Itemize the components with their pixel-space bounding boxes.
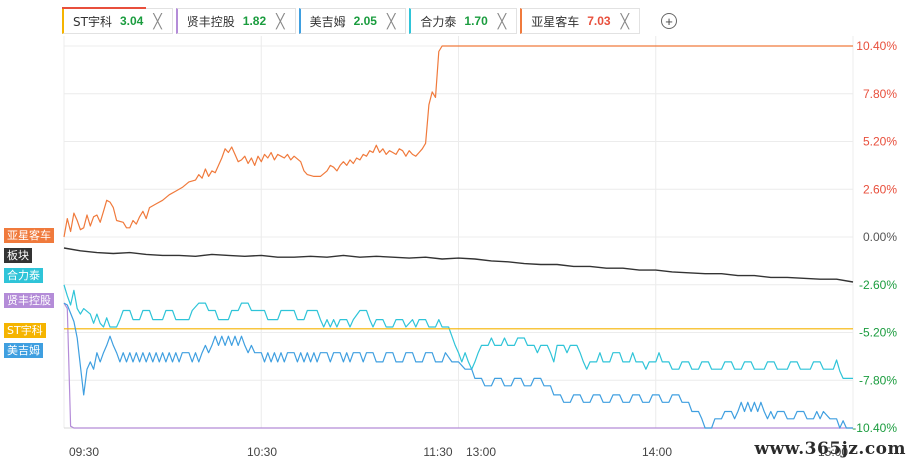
series-line — [63, 247, 854, 283]
stock-tab-value: 1.82 — [242, 14, 267, 28]
x-tick-label: 09:30 — [69, 445, 99, 459]
stock-tab-value: 7.03 — [587, 14, 611, 28]
y-tick-label: -7.80% — [859, 373, 897, 387]
y-tick-label: 7.80% — [863, 87, 897, 101]
stock-tab-name: 亚星客车 — [531, 14, 580, 29]
series-line — [63, 302, 853, 429]
stock-tab-value: 2.05 — [353, 14, 377, 28]
stock-tab-name: ST宇科 — [73, 14, 112, 29]
stock-tab-name: 合力泰 — [420, 14, 457, 29]
series-tag: 贤丰控股 — [4, 293, 54, 308]
y-tick-label: 2.60% — [863, 182, 897, 196]
y-tick-label: -2.60% — [859, 278, 897, 292]
close-icon[interactable]: ╳ — [386, 13, 396, 29]
x-tick-label: 15:00 — [818, 445, 848, 459]
x-tick-label: 10:30 — [247, 445, 277, 459]
series-line — [63, 45, 853, 238]
stock-tab-bar: ST宇科 3.04 ╳ 贤丰控股 1.82 ╳ 美吉姆 2.05 ╳ 合力泰 1.70 ╳ 亚星客车 7.… — [62, 7, 677, 36]
stock-tab-value: 3.04 — [119, 14, 144, 28]
y-tick-label: -10.40% — [852, 421, 897, 435]
x-tick-label: 13:00 — [466, 445, 496, 459]
x-axis: 09:30 10:30 11:30 13:00 14:00 15:00 — [69, 445, 848, 459]
y-tick-label: 10.40% — [856, 39, 897, 53]
series-tag: 合力泰 — [4, 268, 43, 283]
close-icon[interactable]: ╳ — [620, 13, 629, 29]
watermark: www.365jz.com — [754, 439, 906, 459]
series-tag: ST宇科 — [4, 323, 46, 338]
stock-tab[interactable]: 贤丰控股 1.82 ╳ — [175, 8, 296, 34]
series-tag: 美吉姆 — [4, 343, 43, 358]
stock-tab-name: 美吉姆 — [309, 14, 346, 29]
y-tick-label: -5.20% — [859, 326, 897, 340]
series-line — [63, 302, 853, 429]
chart-series — [63, 45, 854, 429]
stock-tab[interactable]: 合力泰 1.70 ╳ — [409, 8, 518, 34]
y-tick-label: 0.00% — [863, 230, 897, 244]
y-axis: 10.40% 7.80% 5.20% 2.60% 0.00% -2.60% -5.20% -7… — [852, 39, 897, 435]
close-icon[interactable]: ╳ — [276, 13, 285, 29]
close-icon[interactable]: ╳ — [497, 13, 507, 29]
series-line — [63, 284, 853, 379]
x-tick-label: 11:30 — [423, 445, 452, 459]
series-tag: 亚星客车 — [4, 228, 54, 243]
stock-tab[interactable]: 美吉姆 2.05 ╳ — [298, 8, 407, 34]
stock-tab-name: 贤丰控股 — [186, 14, 235, 29]
close-icon[interactable]: ╳ — [153, 13, 162, 29]
stock-tab[interactable]: 亚星客车 7.03 ╳ — [520, 8, 640, 34]
series-tag: 板块 — [4, 248, 32, 263]
add-stock-icon[interactable]: + — [661, 13, 677, 29]
x-tick-label: 14:00 — [642, 445, 672, 459]
stock-tab[interactable]: ST宇科 3.04 ╳ — [62, 7, 173, 34]
stock-tab-value: 1.70 — [464, 14, 488, 28]
y-tick-label: 5.20% — [863, 135, 897, 149]
active-tab-indicator — [62, 7, 146, 9]
